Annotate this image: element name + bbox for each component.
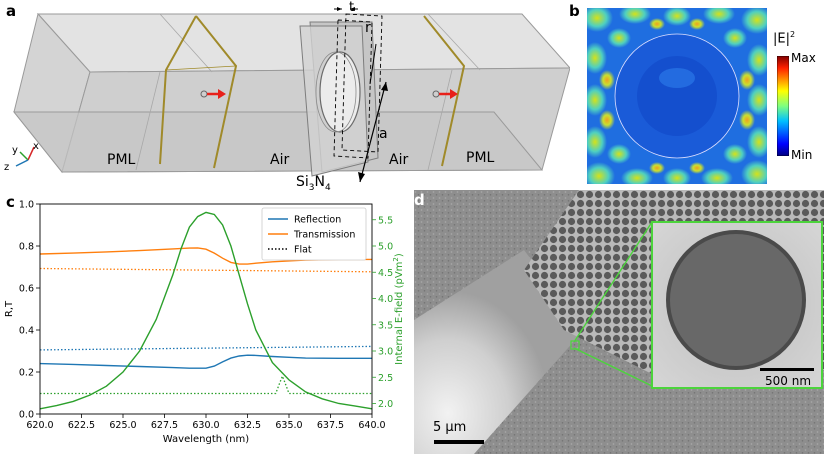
legend-label-2: Flat [294,245,312,256]
y2-tick-label-2: 3.0 [378,347,393,358]
x-tick-label-8: 640.0 [358,420,385,431]
scale-bar-main-label: 5 µm [433,420,467,435]
simulation-geometry-diagram [12,7,570,183]
x-tick-label-1: 622.5 [68,420,95,431]
period-arrow [359,81,387,183]
panel-letter-d: d [414,191,425,209]
x-tick-label-6: 635.0 [275,420,302,431]
x-tick-label-3: 627.5 [151,420,178,431]
zoom-line-bottom [573,347,653,387]
y-tick-label-4: 0.8 [19,242,34,253]
label-axis-y: y [12,145,18,156]
y2-tick-label-1: 2.5 [378,373,393,384]
inset-hole [668,232,804,368]
x-tick-label-0: 620.0 [26,420,53,431]
series-line-2 [39,345,373,351]
hole [319,51,361,133]
series-line-1 [39,247,372,265]
colorbar-title: |E|2 [773,30,796,47]
label-radius: r [365,20,371,36]
series-line-5 [40,374,372,395]
label-axis-x: x [33,141,39,152]
series-line-3 [39,267,373,273]
y2-tick-label-4: 4.0 [378,294,393,305]
sem-image: 5 µm 500 nm [414,190,824,454]
label-air-left: Air [270,152,290,168]
label-pml-right: PML [466,150,495,166]
spectra-chart: 620.0 622.5 625.0 627.5 630.0 632.5 635.0 637.5… [4,200,405,446]
y2-axis-label: Internal E-field (pVm2) [392,253,405,365]
scale-bar-main [434,440,484,444]
y2-tick-label-3: 3.5 [378,320,393,331]
y-tick-label-5: 1.0 [19,200,34,211]
port-plane-right [423,15,466,167]
zoom-box [570,340,580,350]
y2-tick-label-0: 2.0 [378,399,393,410]
label-thickness: t [349,0,355,15]
panel-letter-c: c [6,193,15,211]
legend-box [261,207,367,261]
field-intensity-map [587,8,767,184]
y-axis-icon [19,151,29,161]
scale-bar-inset-label: 500 nm [765,374,812,388]
legend-label-1: Transmission [293,230,355,241]
series-line-4 [39,211,373,410]
scale-bar-inset [760,368,814,371]
x-tick-label-7: 637.5 [317,420,344,431]
z-axis-icon [15,159,29,167]
x-tick-label-4: 630.0 [192,420,219,431]
label-period: a [379,126,388,142]
panel-letter-b: b [569,2,580,20]
colorbar [777,56,789,156]
y2-tick-label-6: 5.0 [378,242,393,253]
x-tick-label-2: 625.0 [109,420,136,431]
series-line-0 [39,354,372,369]
zoom-line-top [573,221,653,343]
legend-label-0: Reflection [294,215,341,226]
y2-tick-label-7: 5.5 [378,215,393,226]
label-pml-left: PML [107,152,136,168]
y-axis-label: R,T [4,300,15,317]
membrane-edge-region [414,250,584,454]
y-tick-label-2: 0.4 [19,326,34,337]
y-tick-label-3: 0.6 [19,284,34,295]
y2-tick-label-5: 4.5 [378,268,393,279]
y-tick-label-1: 0.2 [19,368,34,379]
label-axis-z: z [4,162,10,173]
label-air-right: Air [389,152,409,168]
y-tick-label-0: 0.0 [19,410,34,421]
colorbar-max-label: Max [791,51,816,65]
x-tick-label-5: 632.5 [234,420,261,431]
panel-letter-a: a [6,2,17,20]
x-axis-label: Wavelength (nm) [163,434,249,445]
label-material: Si3N4 [296,174,331,193]
colorbar-min-label: Min [791,148,813,162]
x-axis-icon [27,146,35,161]
